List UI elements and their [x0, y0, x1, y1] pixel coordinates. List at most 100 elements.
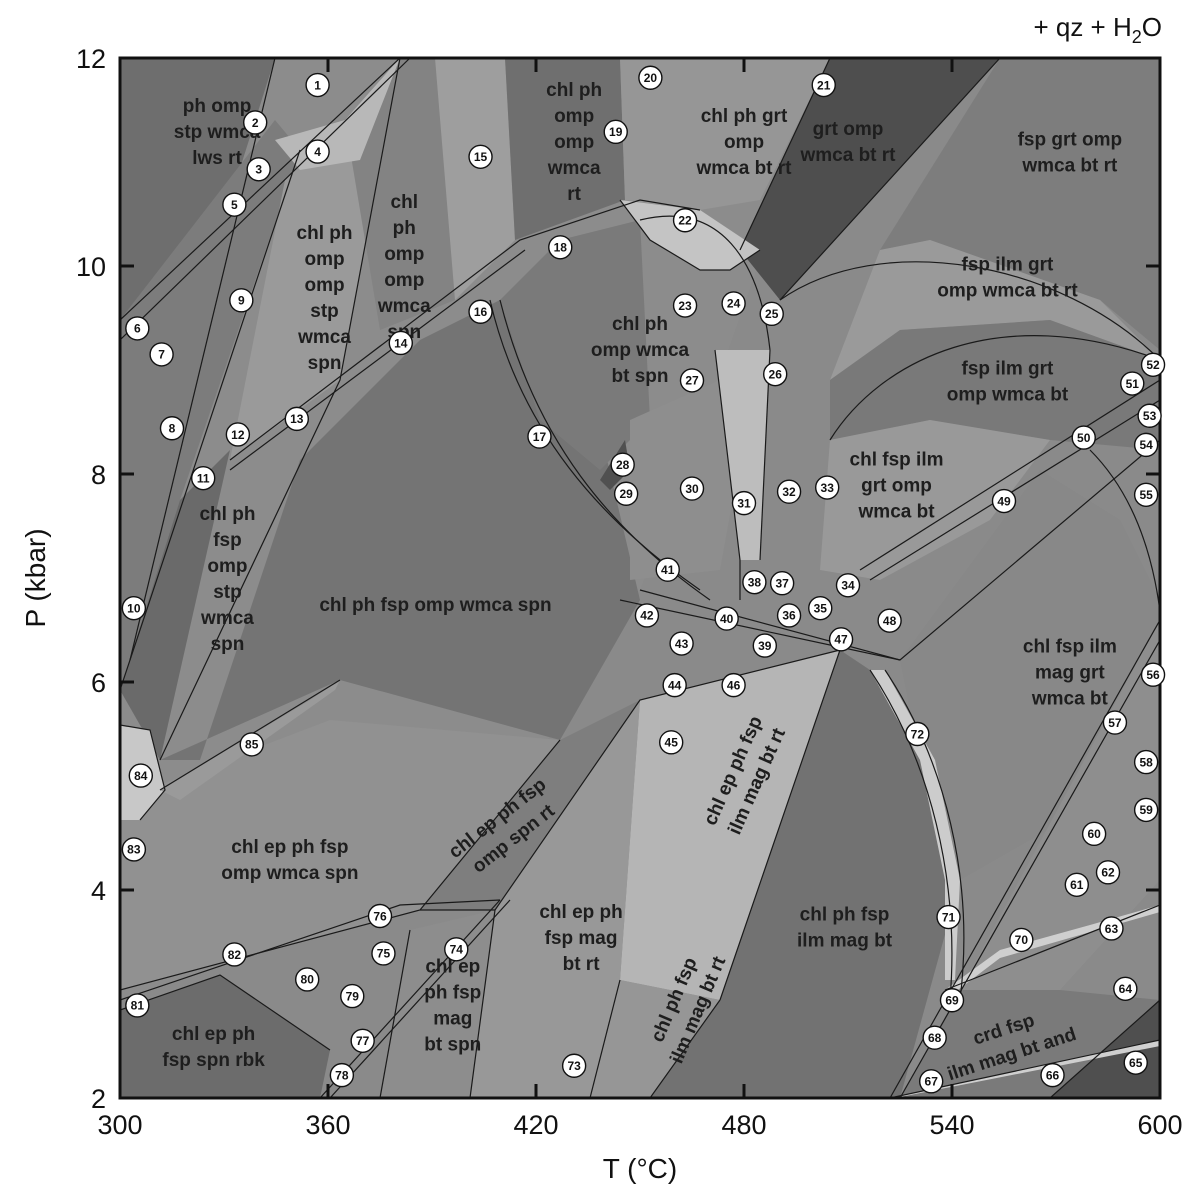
field-number-label: 82 — [228, 948, 242, 962]
field-number-label: 52 — [1146, 358, 1160, 372]
field-number-label: 78 — [335, 1068, 349, 1082]
field-label-line: stp — [310, 301, 339, 322]
field-number-marker: 52 — [1140, 352, 1166, 377]
field-label: ph omp stp wmca lws rt — [174, 96, 261, 169]
field-poly-fsp-ilm-rt — [830, 240, 1160, 380]
field-label-line: bt spn — [424, 1034, 481, 1055]
field-label-line: spn — [308, 353, 342, 374]
field-number-circle — [662, 672, 687, 698]
field-label-line: rt — [567, 184, 581, 205]
field-number-marker: 35 — [808, 595, 833, 621]
field-number-marker: 15 — [468, 144, 493, 170]
field-number-label: 11 — [197, 471, 210, 485]
boundary-line — [1049, 999, 1160, 1098]
field-number-marker: 57 — [1102, 710, 1128, 735]
field-number-circle — [468, 299, 493, 324]
field-number-marker: 1 — [305, 72, 330, 98]
field-label-line: fsp spn rbk — [162, 1050, 265, 1071]
field-label-line: chl fsp ilm — [1023, 637, 1117, 658]
field-number-marker: 11 — [190, 465, 216, 491]
field-label-line: wmca bt — [1031, 689, 1109, 710]
field-number-label: 42 — [640, 609, 654, 623]
field-number-marker: 70 — [1009, 927, 1034, 953]
field-number-label: 45 — [665, 736, 679, 750]
field-number-marker: 30 — [679, 476, 705, 501]
field-number-label: 76 — [373, 909, 387, 923]
field-number-marker: 29 — [613, 481, 639, 506]
field-label: chl fsp ilm grt omp wmca bt — [850, 449, 944, 522]
field-number-circle — [1133, 432, 1159, 458]
field-number-label: 67 — [925, 1075, 939, 1089]
field-label-line: chl ep ph fsp — [231, 837, 348, 858]
field-number-circle — [679, 368, 705, 393]
field-number-circle — [468, 144, 493, 170]
boundary-line — [129, 58, 276, 661]
field-number-label: 36 — [782, 609, 796, 623]
field-number-label: 50 — [1077, 431, 1091, 445]
field-label-line: ph omp — [183, 96, 252, 117]
field-number-circle — [305, 139, 330, 164]
field-number-circle — [922, 1025, 947, 1050]
field-number-marker: 56 — [1140, 662, 1166, 687]
field-number-marker: 68 — [922, 1025, 947, 1050]
field-number-label: 30 — [685, 482, 699, 496]
field-number-circle — [284, 406, 309, 432]
field-number-circle — [242, 110, 268, 135]
field-poly-lws — [120, 58, 275, 320]
boundary-line — [120, 149, 301, 691]
field-number-circle — [1099, 916, 1124, 941]
field-number-circle — [939, 988, 965, 1013]
field-number-label: 6 — [134, 322, 141, 336]
field-number-marker: 10 — [121, 595, 147, 621]
field-number-label: 5 — [231, 198, 238, 212]
field-number-circle — [305, 72, 330, 98]
field-number-label: 18 — [554, 241, 568, 255]
field-number-circle — [721, 291, 746, 316]
field-number-circle — [1140, 352, 1166, 377]
field-poly-bt-spn — [500, 220, 650, 470]
field-number-label: 74 — [450, 943, 464, 957]
field-number-circle — [548, 235, 573, 260]
field-number-label: 73 — [567, 1059, 581, 1073]
field-label-line: stp wmca — [174, 122, 261, 143]
field-number-label: 33 — [821, 481, 835, 495]
field-number-marker: 41 — [655, 557, 680, 582]
field-label-line: chl fsp ilm — [850, 449, 944, 470]
field-number-marker: 51 — [1120, 371, 1145, 396]
field-label-line: wmca — [297, 327, 351, 348]
field-number-label: 83 — [127, 843, 141, 857]
field-number-circle — [295, 967, 320, 992]
boundary-line — [829, 335, 1160, 441]
field-poly-grt-omp-dark — [740, 58, 1000, 300]
field-number-circle — [936, 904, 961, 930]
boundary-line — [619, 599, 901, 661]
field-number-marker: 75 — [371, 941, 396, 966]
field-number-marker: 5 — [222, 192, 247, 217]
field-poly-ep-mag — [470, 700, 640, 1098]
field-label: fsp grt omp wmca bt rt — [1018, 130, 1123, 177]
field-number-marker: 78 — [329, 1062, 355, 1088]
field-number-circle — [776, 479, 802, 504]
field-number-label: 63 — [1105, 922, 1119, 936]
field-number-marker: 59 — [1133, 797, 1159, 823]
field-number-circle — [1102, 710, 1128, 735]
field-label-line: omp wmca bt — [947, 384, 1069, 405]
boundary-line — [884, 669, 965, 1001]
field-number-label: 34 — [841, 579, 855, 593]
field-label-line: wmca bt rt — [695, 158, 792, 179]
field-number-marker: 9 — [229, 288, 254, 313]
boundary-line — [1089, 449, 1160, 720]
field-label: chlphompompwmcaspn — [377, 192, 431, 343]
field-number-label: 46 — [727, 678, 741, 692]
field-number-marker: 80 — [295, 967, 320, 992]
field-number-circle — [340, 983, 365, 1009]
field-number-marker: 43 — [669, 631, 694, 656]
field-number-label: 44 — [668, 678, 682, 692]
field-number-circle — [388, 330, 413, 356]
field-label: chl ph omp wmca bt spn — [591, 314, 690, 387]
field-number-marker: 71 — [936, 904, 961, 930]
field-label-line: mag — [433, 1008, 472, 1029]
field-number-label: 75 — [377, 947, 391, 961]
field-number-circle — [672, 208, 698, 233]
